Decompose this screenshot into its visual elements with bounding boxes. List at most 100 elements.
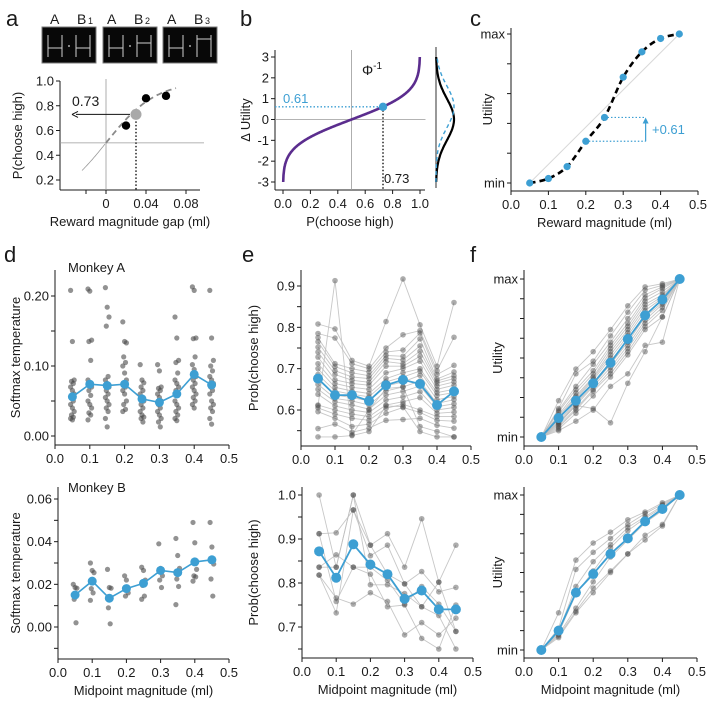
session-point xyxy=(366,413,372,420)
session-point xyxy=(349,365,355,372)
session-point xyxy=(349,423,355,430)
session-point xyxy=(349,374,355,380)
session-point xyxy=(451,418,457,424)
x-tick-label: 0.4 xyxy=(653,452,671,467)
session-line xyxy=(317,391,455,413)
session-point xyxy=(366,382,372,389)
chart-b: -3 -2 -1 0 1 2 3 0.0 0.2 0.4 0.6 0.8 1.0 P(choose hig… xyxy=(238,47,456,229)
y-tick-label: 0.00 xyxy=(24,429,49,444)
session-point xyxy=(417,348,423,355)
annotation-c-061: +0.61 xyxy=(652,122,685,137)
session-point xyxy=(590,358,596,364)
session-point xyxy=(137,362,143,368)
session-point xyxy=(573,583,579,590)
session-point xyxy=(190,336,196,342)
session-point xyxy=(625,315,631,322)
session-point xyxy=(625,323,631,330)
panel-letter-a: a xyxy=(6,6,19,31)
session-point xyxy=(175,552,181,559)
session-point xyxy=(73,620,79,626)
stimulus-label-right: B xyxy=(134,11,143,27)
session-point xyxy=(87,597,93,603)
session-point xyxy=(451,413,457,420)
y-tick-label: 0.9 xyxy=(277,279,295,294)
session-line xyxy=(317,368,455,394)
inverse-cdf-curve xyxy=(281,56,422,183)
session-point xyxy=(384,581,391,588)
session-point xyxy=(417,415,423,422)
session-point xyxy=(642,320,648,327)
session-point xyxy=(367,542,374,548)
session-point xyxy=(607,348,614,355)
session-point xyxy=(210,401,216,408)
stimulus-label-left: A xyxy=(50,11,60,27)
session-point xyxy=(573,371,579,377)
mean-point xyxy=(102,381,112,391)
session-point xyxy=(366,409,372,416)
y-tick-label: 0.10 xyxy=(24,359,49,374)
stimulus-2: A B 2 xyxy=(102,11,158,64)
session-point xyxy=(590,374,596,380)
session-point xyxy=(434,410,440,417)
session-point xyxy=(400,384,406,390)
mean-point xyxy=(536,645,547,655)
session-point xyxy=(122,573,128,579)
session-point xyxy=(453,615,459,621)
session-point xyxy=(157,387,163,394)
session-point xyxy=(555,423,562,429)
session-line xyxy=(318,493,457,584)
session-point xyxy=(451,434,457,440)
session-point xyxy=(417,365,423,372)
x-tick-label: 0.2 xyxy=(361,664,379,679)
y-tick-label: 1.0 xyxy=(278,488,296,503)
x-tick-label: 0.1 xyxy=(81,451,99,466)
session-point xyxy=(400,363,406,369)
session-point xyxy=(68,287,74,293)
session-point xyxy=(590,367,596,374)
session-point xyxy=(209,368,216,374)
session-point xyxy=(332,326,338,332)
session-point xyxy=(625,551,631,557)
session-point xyxy=(400,331,406,338)
session-point xyxy=(659,284,666,290)
session-point xyxy=(573,610,579,616)
session-point xyxy=(190,519,196,526)
session-point xyxy=(434,383,440,389)
session-point xyxy=(417,407,423,413)
session-line xyxy=(541,278,681,438)
session-point xyxy=(642,532,648,539)
session-point xyxy=(349,407,355,413)
session-point xyxy=(315,321,321,327)
mean-point xyxy=(674,490,685,500)
mean-point xyxy=(67,392,77,402)
session-line xyxy=(540,278,680,438)
session-point xyxy=(366,375,372,382)
session-point xyxy=(434,428,440,435)
session-point xyxy=(642,342,648,349)
stimulus-label-left: A xyxy=(167,11,177,27)
session-point xyxy=(87,288,93,294)
session-point xyxy=(384,542,391,548)
mean-point xyxy=(553,413,564,424)
session-point xyxy=(350,564,357,570)
session-point xyxy=(350,601,357,607)
session-point xyxy=(607,419,614,426)
session-point xyxy=(400,393,406,400)
session-line xyxy=(317,407,455,427)
session-point xyxy=(384,598,391,605)
session-point xyxy=(590,579,596,585)
mean-point xyxy=(172,389,182,399)
session-point xyxy=(315,365,321,372)
session-point xyxy=(453,628,459,635)
session-point xyxy=(451,379,457,385)
session-point xyxy=(400,360,406,367)
chart-e-bottom: 0.7 0.8 0.9 1.0 0.0 0.1 0.2 0.3 0.4 0.5 Midpoint m… xyxy=(246,487,482,697)
session-point xyxy=(451,299,457,306)
session-point xyxy=(332,398,338,405)
session-point xyxy=(383,417,389,424)
x-axis-label: Midpoint magnitude (ml) xyxy=(74,683,213,698)
x-tick-label: 0.3 xyxy=(614,197,632,212)
session-point xyxy=(555,397,562,404)
y-axis-label: Utility xyxy=(490,342,505,374)
